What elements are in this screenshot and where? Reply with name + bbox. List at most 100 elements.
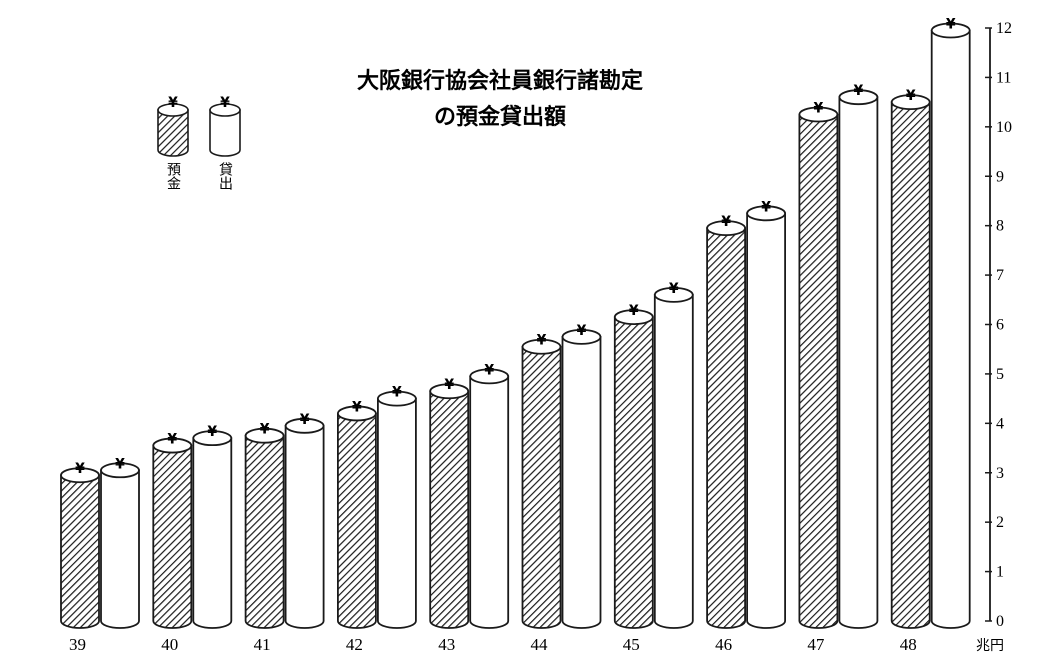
bar-貸出-48: ¥ — [930, 16, 971, 629]
x-tick-label: 39 — [69, 635, 86, 654]
bar-top — [429, 383, 470, 400]
y-tick-label: 6 — [996, 317, 1004, 334]
bar-body — [746, 212, 786, 629]
bar-body — [706, 227, 746, 629]
bar-body — [377, 397, 417, 629]
y-tick-label: 1 — [996, 564, 1004, 581]
bar-top — [930, 22, 971, 39]
x-tick-label: 48 — [900, 635, 917, 654]
y-tick-label: 9 — [996, 168, 1004, 185]
bar-body — [337, 412, 377, 629]
legend-swatch-top — [157, 103, 189, 117]
legend-label: 貸出 — [217, 162, 233, 190]
bar-貸出-41: ¥ — [284, 412, 325, 629]
x-tick-label: 44 — [531, 635, 549, 654]
bar-body — [284, 424, 325, 629]
chart-title-line-2: の預金貸出額 — [434, 104, 566, 130]
y-unit-label: 兆円 — [976, 638, 1004, 654]
bar-body — [152, 444, 193, 629]
legend-yen-mark: ¥ — [220, 95, 230, 111]
bar-預金-44: ¥ — [521, 333, 562, 629]
bar-body — [930, 29, 971, 629]
legend-item-預金: ¥ 預金 — [157, 95, 189, 190]
bar-yen-mark: ¥ — [854, 83, 864, 99]
bar-貸出-40: ¥ — [192, 424, 233, 629]
y-tick-label: 2 — [996, 514, 1004, 531]
bar-body — [521, 345, 562, 629]
bar-yen-mark: ¥ — [906, 88, 916, 104]
bar-top — [336, 405, 377, 422]
bar-top — [100, 462, 140, 479]
bar-top — [653, 286, 694, 303]
y-tick-label: 0 — [996, 613, 1004, 630]
bar-body — [469, 375, 510, 629]
x-tick-label: 47 — [807, 635, 825, 654]
bar-body — [890, 101, 931, 629]
bar-body — [100, 469, 140, 629]
bars-group: ¥ ¥ ¥ ¥ ¥ ¥ ¥ ¥ ¥ ¥ ¥ ¥ ¥ ¥ ¥ ¥ ¥ ¥ ¥ ¥ — [60, 16, 971, 629]
x-axis-labels: 39 40 41 42 43 44 45 46 47 48 兆円 — [69, 635, 1004, 654]
bar-預金-46: ¥ — [706, 214, 746, 629]
bar-yen-mark: ¥ — [721, 214, 731, 230]
bar-yen-mark: ¥ — [115, 456, 125, 472]
bar-yen-mark: ¥ — [814, 100, 824, 116]
bar-top — [192, 430, 233, 447]
bar-yen-mark: ¥ — [444, 377, 454, 393]
bar-top — [561, 328, 602, 345]
bar-貸出-46: ¥ — [746, 199, 786, 629]
x-tick-label: 46 — [715, 635, 732, 654]
bar-top — [152, 437, 193, 454]
bar-預金-43: ¥ — [429, 377, 470, 629]
y-tick-label: 7 — [996, 267, 1004, 284]
bar-貸出-42: ¥ — [376, 385, 417, 629]
bar-top — [838, 89, 879, 106]
bar-yen-mark: ¥ — [946, 16, 956, 32]
bar-body — [192, 437, 233, 629]
bar-body — [798, 113, 839, 629]
legend-label: 預金 — [165, 162, 181, 190]
bar-預金-41: ¥ — [244, 422, 285, 629]
x-tick-label: 41 — [254, 635, 271, 654]
bar-body — [244, 434, 285, 629]
legend-yen-mark: ¥ — [168, 95, 178, 111]
bar-貸出-43: ¥ — [469, 362, 510, 629]
bar-yen-mark: ¥ — [537, 333, 547, 349]
bar-top — [60, 467, 100, 484]
bar-yen-mark: ¥ — [352, 399, 362, 415]
bar-body — [613, 316, 654, 629]
bar-yen-mark: ¥ — [761, 199, 771, 215]
bar-貸出-47: ¥ — [838, 83, 879, 629]
legend: ¥ 預金 ¥ 貸出 — [157, 95, 241, 190]
bar-yen-mark: ¥ — [629, 303, 639, 319]
bar-top — [706, 220, 746, 237]
y-tick-label: 8 — [996, 218, 1004, 235]
bar-預金-45: ¥ — [613, 303, 654, 629]
x-tick-label: 45 — [623, 635, 640, 654]
legend-item-貸出: ¥ 貸出 — [209, 95, 241, 190]
legend-swatch-body — [157, 109, 189, 157]
y-tick-label: 5 — [996, 366, 1004, 383]
bar-top — [376, 390, 417, 407]
bar-top — [284, 417, 325, 434]
bar-top — [521, 338, 562, 355]
bar-yen-mark: ¥ — [300, 412, 310, 428]
legend-swatch-top — [209, 103, 241, 117]
y-tick-label: 12 — [996, 20, 1012, 37]
bar-yen-mark: ¥ — [577, 323, 587, 339]
bar-yen-mark: ¥ — [484, 362, 494, 378]
bar-top — [469, 368, 510, 385]
legend-swatch-body — [209, 109, 241, 157]
y-tick-label: 10 — [996, 119, 1012, 136]
bar-yen-mark: ¥ — [207, 424, 217, 440]
bar-預金-47: ¥ — [798, 100, 839, 629]
bar-預金-48: ¥ — [890, 88, 931, 629]
bar-top — [890, 94, 931, 111]
y-tick-label: 11 — [996, 69, 1011, 86]
bar-貸出-45: ¥ — [653, 281, 694, 629]
bar-top — [244, 427, 285, 444]
bar-預金-39: ¥ — [60, 461, 100, 629]
bar-貸出-39: ¥ — [100, 456, 140, 629]
y-tick-label: 3 — [996, 465, 1004, 482]
bar-yen-mark: ¥ — [392, 385, 402, 401]
bar-body — [429, 390, 470, 629]
